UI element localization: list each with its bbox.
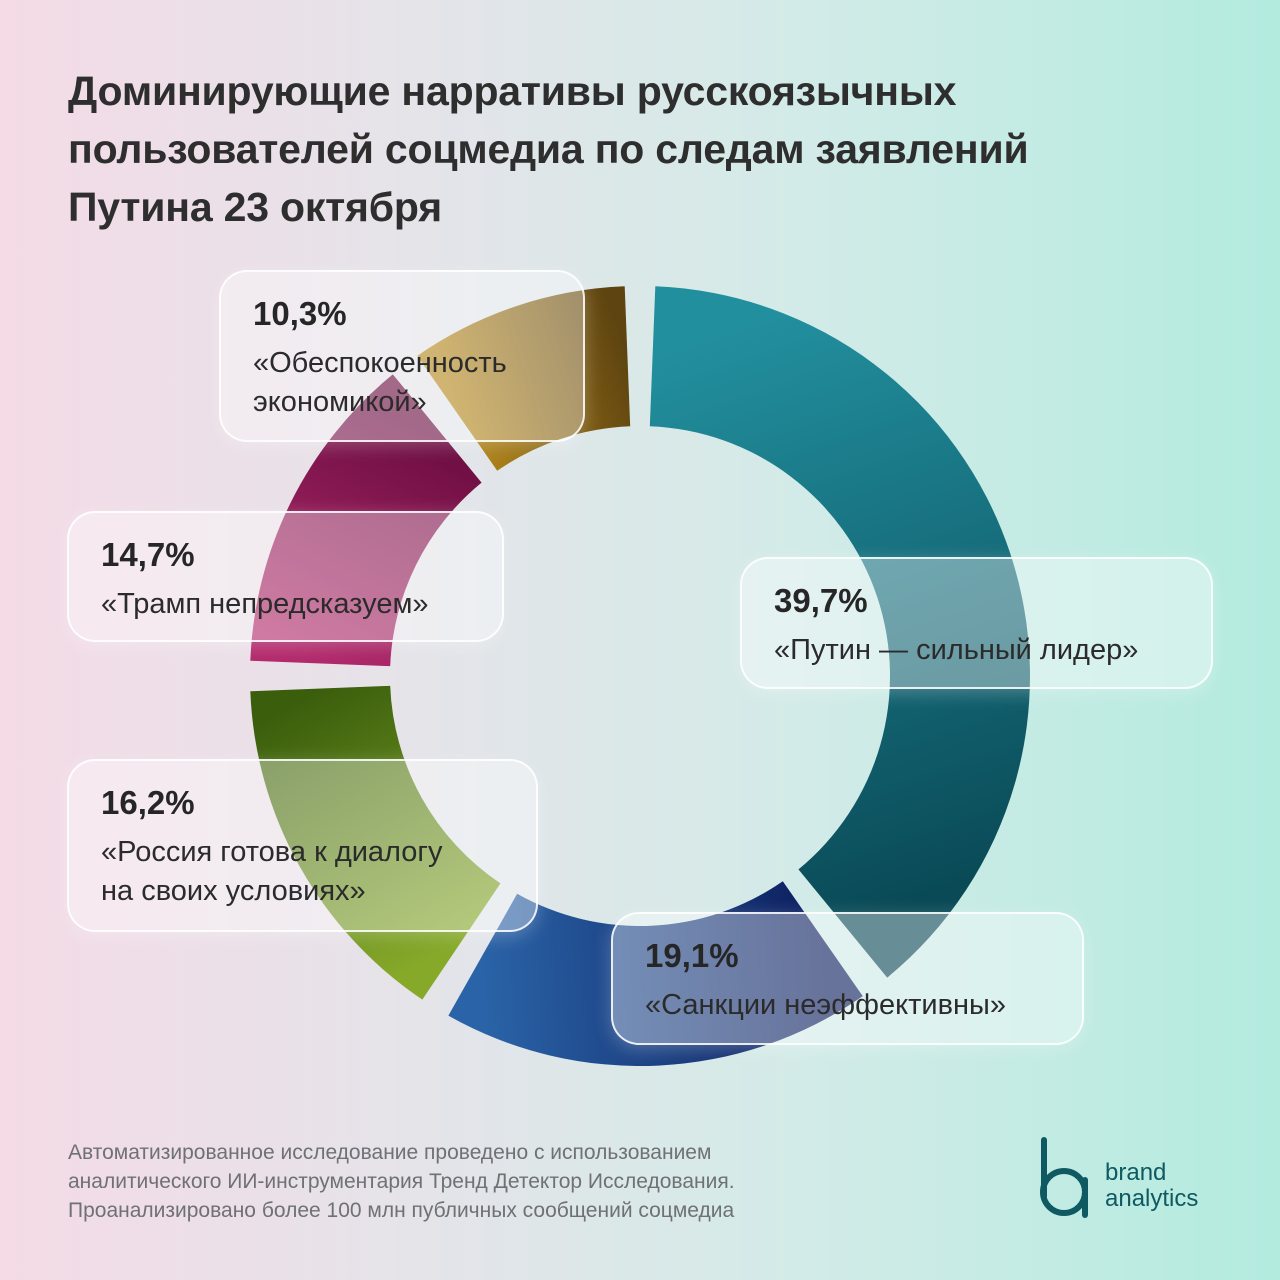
chart-title: Доминирующие нарративы русскоязычных пол…: [68, 68, 1029, 230]
label-text-trump: «Трамп непредсказуем»: [101, 588, 429, 620]
label-value-dialogue: 16,2%: [101, 784, 195, 821]
brand-analytics-logo-icon: [1040, 1137, 1088, 1218]
label-card-economy: 10,3% «Обеспокоенность экономикой»: [219, 270, 585, 442]
label-value-economy: 10,3%: [253, 295, 347, 332]
methodology-note: Автоматизированное исследование проведен…: [68, 1141, 735, 1222]
donut-slice-putin: [649, 286, 1030, 978]
label-card-putin: 39,7% «Путин — сильный лидер»: [740, 557, 1213, 689]
label-value-putin: 39,7%: [774, 582, 868, 619]
label-card-dialogue: 16,2% «Россия готова к диалогу на своих …: [67, 759, 538, 932]
label-value-sanctions: 19,1%: [645, 937, 739, 974]
label-text-sanctions: «Санкции неэффективны»: [645, 989, 1006, 1021]
label-text-dialogue: «Россия готова к диалогу на своих услови…: [101, 836, 443, 907]
brand-logo: brand analytics: [1030, 1136, 1230, 1220]
donut-slice-trump: [250, 374, 482, 667]
donut-slice-dialogue: [250, 685, 501, 1000]
brand-name: brand analytics: [1105, 1159, 1199, 1212]
label-value-trump: 14,7%: [101, 536, 195, 573]
label-card-sanctions: 19,1% «Санкции неэффективны»: [611, 912, 1084, 1045]
label-card-trump: 14,7% «Трамп непредсказуем»: [67, 511, 504, 642]
label-text-putin: «Путин — сильный лидер»: [774, 634, 1139, 666]
donut-slice-sanctions: [448, 881, 863, 1066]
label-text-economy: «Обеспокоенность экономикой»: [253, 347, 507, 418]
